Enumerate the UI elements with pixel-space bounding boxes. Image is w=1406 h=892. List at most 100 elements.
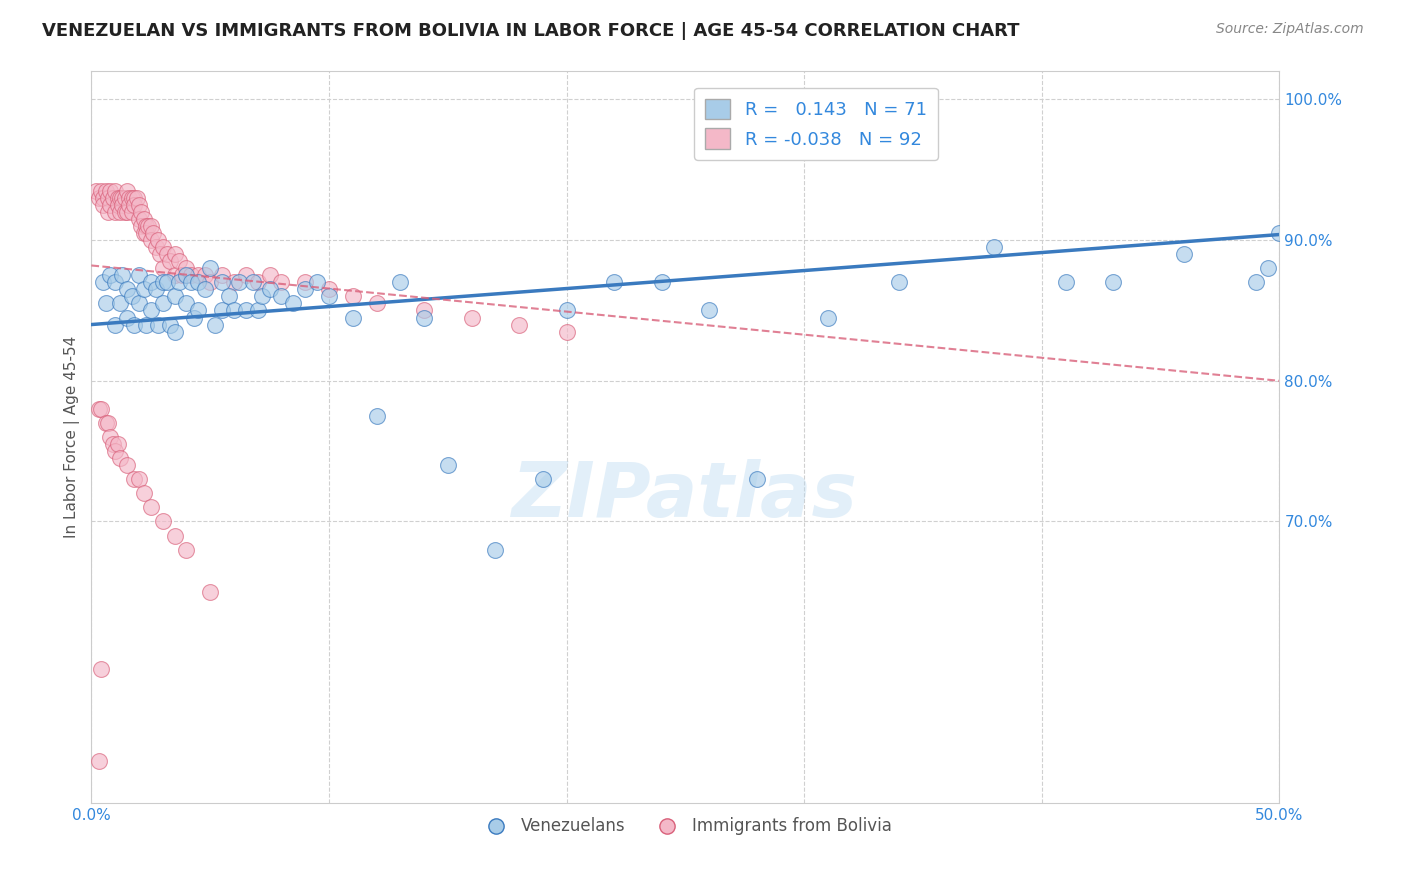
Point	[90, 401, 112, 416]
Point	[139, 233, 162, 247]
Point	[94, 184, 117, 198]
Point	[149, 247, 172, 261]
Point	[200, 276, 222, 290]
Point	[115, 205, 138, 219]
Text: Source: ZipAtlas.com: Source: ZipAtlas.com	[1216, 22, 1364, 37]
Point	[138, 219, 160, 233]
Point	[115, 310, 138, 325]
Point	[194, 268, 217, 283]
Point	[97, 191, 120, 205]
Point	[121, 289, 143, 303]
Point	[101, 437, 124, 451]
Point	[104, 276, 127, 290]
Point	[97, 416, 120, 430]
Point	[121, 191, 143, 205]
Point	[139, 500, 162, 515]
Point	[111, 191, 134, 205]
Point	[200, 584, 222, 599]
Point	[889, 276, 911, 290]
Point	[129, 219, 152, 233]
Text: VENEZUELAN VS IMMIGRANTS FROM BOLIVIA IN LABOR FORCE | AGE 45-54 CORRELATION CHA: VENEZUELAN VS IMMIGRANTS FROM BOLIVIA IN…	[42, 22, 1019, 40]
Point	[108, 451, 131, 466]
Point	[104, 184, 127, 198]
Point	[114, 205, 136, 219]
Point	[1054, 276, 1077, 290]
Point	[187, 268, 209, 283]
Point	[132, 226, 155, 240]
Point	[107, 191, 129, 205]
Point	[531, 472, 554, 486]
Point	[118, 198, 141, 212]
Point	[87, 191, 110, 205]
Point	[983, 240, 1005, 254]
Point	[91, 191, 114, 205]
Point	[218, 289, 240, 303]
Point	[342, 289, 364, 303]
Point	[180, 276, 202, 290]
Point	[121, 205, 143, 219]
Point	[307, 276, 329, 290]
Point	[366, 296, 388, 310]
Point	[128, 472, 150, 486]
Point	[152, 296, 174, 310]
Point	[104, 444, 127, 458]
Point	[259, 282, 281, 296]
Point	[204, 318, 226, 332]
Point	[100, 268, 122, 283]
Point	[1257, 261, 1279, 276]
Point	[159, 254, 181, 268]
Point	[152, 240, 174, 254]
Point	[318, 289, 340, 303]
Point	[135, 226, 157, 240]
Y-axis label: In Labor Force | Age 45-54: In Labor Force | Age 45-54	[65, 336, 80, 538]
Point	[111, 268, 134, 283]
Point	[146, 318, 169, 332]
Point	[211, 268, 233, 283]
Point	[108, 205, 131, 219]
Point	[436, 458, 458, 473]
Point	[90, 662, 112, 676]
Point	[246, 276, 269, 290]
Point	[128, 198, 150, 212]
Point	[163, 325, 186, 339]
Point	[152, 261, 174, 276]
Point	[180, 268, 202, 283]
Point	[107, 198, 129, 212]
Point	[84, 184, 107, 198]
Point	[108, 191, 131, 205]
Point	[142, 226, 165, 240]
Point	[94, 416, 117, 430]
Point	[139, 219, 162, 233]
Point	[283, 296, 305, 310]
Point	[156, 247, 179, 261]
Point	[91, 198, 114, 212]
Point	[169, 254, 191, 268]
Point	[87, 401, 110, 416]
Point	[111, 198, 134, 212]
Point	[122, 318, 145, 332]
Point	[270, 289, 292, 303]
Point	[163, 247, 186, 261]
Point	[817, 310, 839, 325]
Point	[156, 276, 179, 290]
Point	[104, 205, 127, 219]
Point	[97, 205, 120, 219]
Point	[115, 458, 138, 473]
Point	[228, 276, 250, 290]
Point	[91, 276, 114, 290]
Point	[145, 240, 167, 254]
Point	[222, 303, 245, 318]
Point	[139, 303, 162, 318]
Point	[200, 261, 222, 276]
Point	[389, 276, 412, 290]
Point	[135, 219, 157, 233]
Point	[176, 261, 198, 276]
Point	[555, 325, 578, 339]
Legend: Venezuelans, Immigrants from Bolivia: Venezuelans, Immigrants from Bolivia	[472, 811, 898, 842]
Point	[163, 268, 186, 283]
Point	[187, 303, 209, 318]
Point	[242, 276, 264, 290]
Point	[508, 318, 530, 332]
Point	[152, 515, 174, 529]
Point	[294, 282, 316, 296]
